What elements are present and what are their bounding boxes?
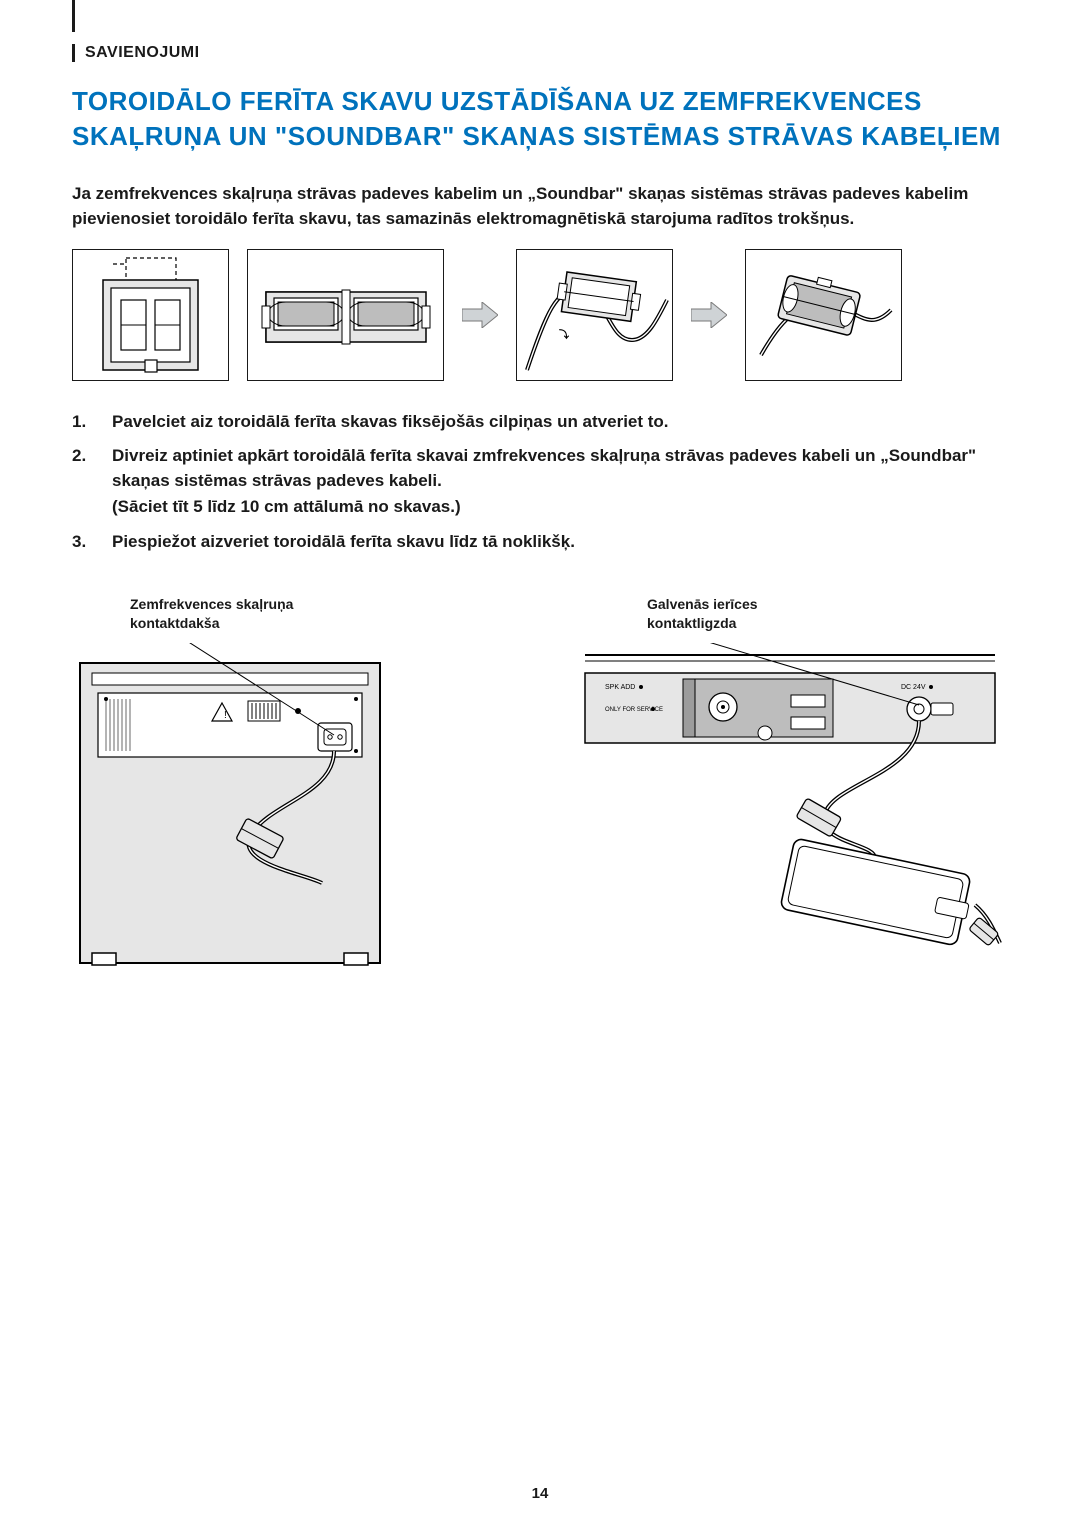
steps-list: 1. Pavelciet aiz toroidālā ferīta skavas…: [72, 409, 1008, 555]
step-number: 1.: [72, 409, 90, 435]
svg-text:⤵: ⤵: [559, 328, 570, 341]
step-text: Pavelciet aiz toroidālā ferīta skavas fi…: [112, 409, 1008, 435]
arrow-icon: [691, 302, 727, 328]
step-text: Divreiz aptiniet apkārt toroidālā ferīta…: [112, 443, 1008, 520]
section-label: SAVIENOJUMI: [72, 44, 1008, 62]
step-number: 2.: [72, 443, 90, 520]
port-label: DC 24V: [901, 684, 926, 691]
figure-row: ⤵: [72, 249, 1008, 381]
title-line-1: TOROIDĀLO FERĪTA SKAVU UZSTĀDĪŠANA UZ ZE…: [72, 86, 922, 116]
title-line-2: SKAĻRUŅA UN "SOUNDBAR" SKAŅAS SISTĒMAS S…: [72, 121, 1001, 151]
large-figure-row: Zemfrekvences skaļruņa kontaktdakša: [72, 595, 1008, 978]
figure-clamp-open: [72, 249, 229, 381]
figure-caption: kontaktligzda: [647, 615, 736, 631]
figure-clamp-closed-cable: ⤵: [516, 249, 673, 381]
figure-clamp-side: [247, 249, 444, 381]
page-title: TOROIDĀLO FERĪTA SKAVU UZSTĀDĪŠANA UZ ZE…: [72, 84, 1008, 154]
svg-text:!: !: [224, 710, 227, 721]
arrow-icon: [462, 302, 498, 328]
figure-subwoofer: Zemfrekvences skaļruņa kontaktdakša: [72, 595, 505, 978]
step-item: 2. Divreiz aptiniet apkārt toroidālā fer…: [72, 443, 1008, 520]
figure-caption: Galvenās ierīces: [647, 596, 758, 612]
port-label: SPK ADD: [605, 684, 635, 691]
figure-soundbar: Galvenās ierīces kontaktligzda SPK ADD O…: [575, 595, 1008, 978]
step-item: 3. Piespiežot aizveriet toroidālā ferīta…: [72, 529, 1008, 555]
step-text: Piespiežot aizveriet toroidālā ferīta sk…: [112, 529, 1008, 555]
figure-caption: Zemfrekvences skaļruņa: [130, 596, 293, 612]
step-item: 1. Pavelciet aiz toroidālā ferīta skavas…: [72, 409, 1008, 435]
figure-clamp-final: [745, 249, 902, 381]
page-number: 14: [0, 1485, 1080, 1502]
figure-caption: kontaktdakša: [130, 615, 219, 631]
step-number: 3.: [72, 529, 90, 555]
intro-paragraph: Ja zemfrekvences skaļruņa strāvas padeve…: [72, 182, 1008, 231]
